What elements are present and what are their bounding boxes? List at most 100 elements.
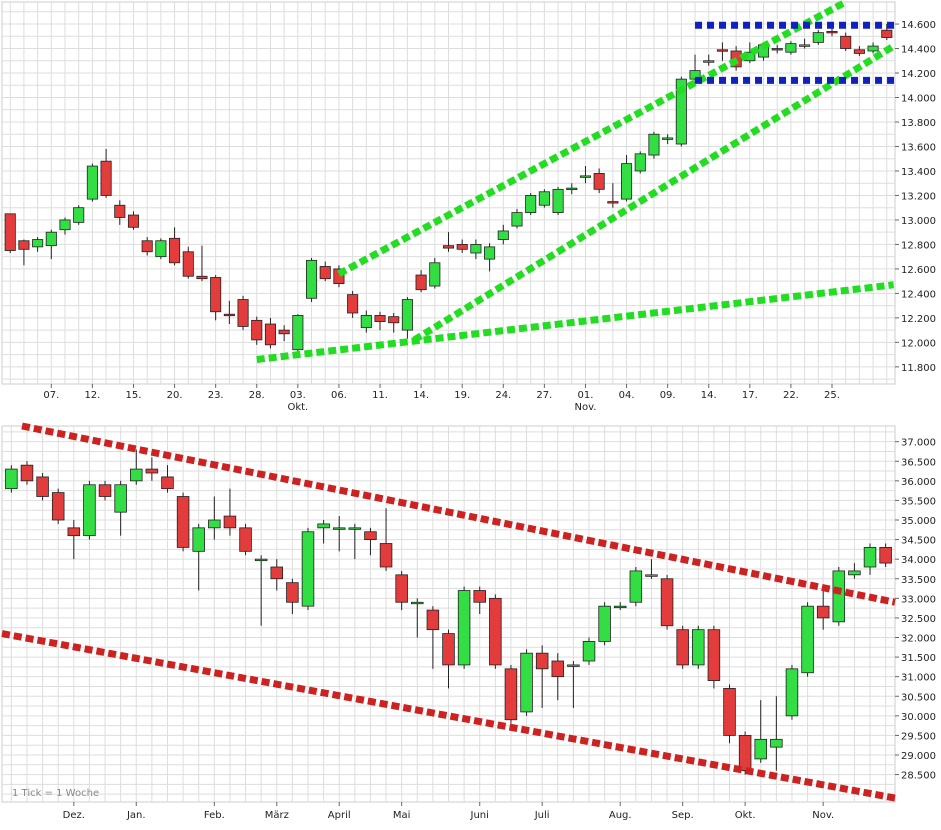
candle-up [613, 605, 627, 609]
candle-up [801, 605, 814, 674]
candle-down [36, 476, 49, 497]
candle-down [145, 468, 159, 474]
candle-up [83, 484, 96, 537]
candle-up [579, 175, 591, 178]
candle-down [388, 316, 400, 324]
x-tick-label: 28. [249, 390, 265, 401]
candle-up [86, 165, 98, 200]
y-tick-label: 33.000 [901, 594, 936, 605]
candle-up [254, 558, 268, 562]
candle-up [332, 527, 346, 530]
candle-up [32, 239, 44, 248]
y-tick-label: 13.200 [901, 191, 936, 202]
candle-up [812, 32, 824, 43]
candle-down [319, 266, 331, 280]
candle-down [395, 574, 408, 603]
candle-up [629, 570, 643, 603]
y-tick-label: 12.800 [901, 240, 936, 251]
x-tick-label: Feb. [204, 810, 225, 821]
candle-up [5, 468, 18, 490]
x-month-label: Okt. [287, 402, 308, 413]
x-tick-label: 04. [619, 390, 635, 401]
candle-up [863, 547, 877, 568]
candle-down [4, 213, 16, 251]
candle-up [648, 133, 660, 156]
x-tick-label: 27. [536, 390, 552, 401]
candle-down [20, 464, 34, 482]
candle-down [535, 652, 549, 670]
y-tick-label: 35.500 [901, 496, 936, 507]
candle-down [223, 313, 235, 317]
candle-up [192, 527, 205, 552]
candle-up [348, 527, 362, 530]
x-tick-label: Okt. [735, 810, 756, 821]
candle-down [237, 299, 249, 327]
candle-up [470, 244, 482, 254]
y-tick-label: 31.000 [901, 673, 936, 684]
candle-down [738, 735, 752, 772]
candle-down [723, 688, 736, 736]
x-tick-label: Nov. [812, 810, 834, 821]
y-tick-label: 30.000 [901, 712, 936, 723]
x-tick-label: 23. [208, 390, 224, 401]
tick-interval-note: 1 Tick = 1 Woche [12, 788, 99, 799]
candle-up [662, 137, 674, 140]
y-tick-label: 29.500 [901, 731, 936, 742]
y-tick-label: 32.500 [901, 614, 936, 625]
candle-up [130, 468, 143, 482]
x-tick-label: 12. [84, 390, 100, 401]
candle-down [853, 49, 865, 54]
x-tick-label: 01. [578, 390, 594, 401]
candle-down [127, 214, 140, 228]
candle-up [497, 230, 509, 240]
candle-down [426, 609, 440, 631]
x-tick-label: Jan. [126, 810, 146, 821]
candle-down [223, 515, 237, 529]
x-tick-label: 03. [290, 390, 306, 401]
candle-down [18, 240, 30, 250]
y-tick-label: 13.400 [901, 167, 936, 178]
candle-up [114, 484, 127, 513]
y-tick-label: 31.500 [901, 653, 936, 664]
candle-up [484, 246, 496, 260]
y-tick-label: 12.600 [901, 265, 936, 276]
candle-up [360, 315, 372, 329]
candle-up [411, 601, 424, 605]
y-tick-label: 13.000 [901, 216, 936, 227]
candle-down [840, 35, 852, 49]
x-tick-label: 09. [660, 390, 676, 401]
x-tick-label: 25. [824, 390, 840, 401]
candle-up [832, 570, 846, 623]
candle-up [59, 219, 71, 231]
y-tick-label: 35.000 [901, 516, 936, 527]
candle-up [785, 43, 797, 53]
y-tick-label: 32.000 [901, 634, 936, 645]
candle-down [374, 315, 386, 322]
candle-down [196, 275, 208, 280]
lower-trend-line [256, 281, 895, 363]
candle-down [473, 590, 486, 603]
candle-down [114, 204, 126, 218]
candle-up [799, 44, 811, 47]
candle-up [457, 590, 471, 666]
y-tick-label: 13.800 [901, 118, 936, 129]
candle-up [703, 60, 715, 63]
candle-up [317, 523, 330, 529]
candle-down [141, 240, 153, 253]
x-month-label: Nov. [575, 402, 597, 413]
candle-up [429, 262, 441, 287]
y-tick-label: 28.500 [901, 771, 936, 782]
candle-down [278, 329, 290, 335]
candle-up [73, 207, 85, 223]
y-tick-label: 13.600 [901, 142, 936, 153]
candle-up [511, 212, 523, 227]
y-tick-label: 14.200 [901, 69, 936, 80]
middle-trend-line [412, 43, 896, 343]
y-tick-label: 12.400 [901, 289, 936, 300]
bottom-candlestick-chart: 28.500 29.000 29.500 30.000 30.500 31.000 31.5… [1, 422, 936, 821]
x-tick-label: 15. [126, 390, 142, 401]
candle-down [51, 492, 65, 521]
top-candlestick-chart: 11.800 12.000 12.200 12.400 12.600 12.800 13.0… [1, 0, 936, 413]
candle-up [538, 191, 550, 206]
